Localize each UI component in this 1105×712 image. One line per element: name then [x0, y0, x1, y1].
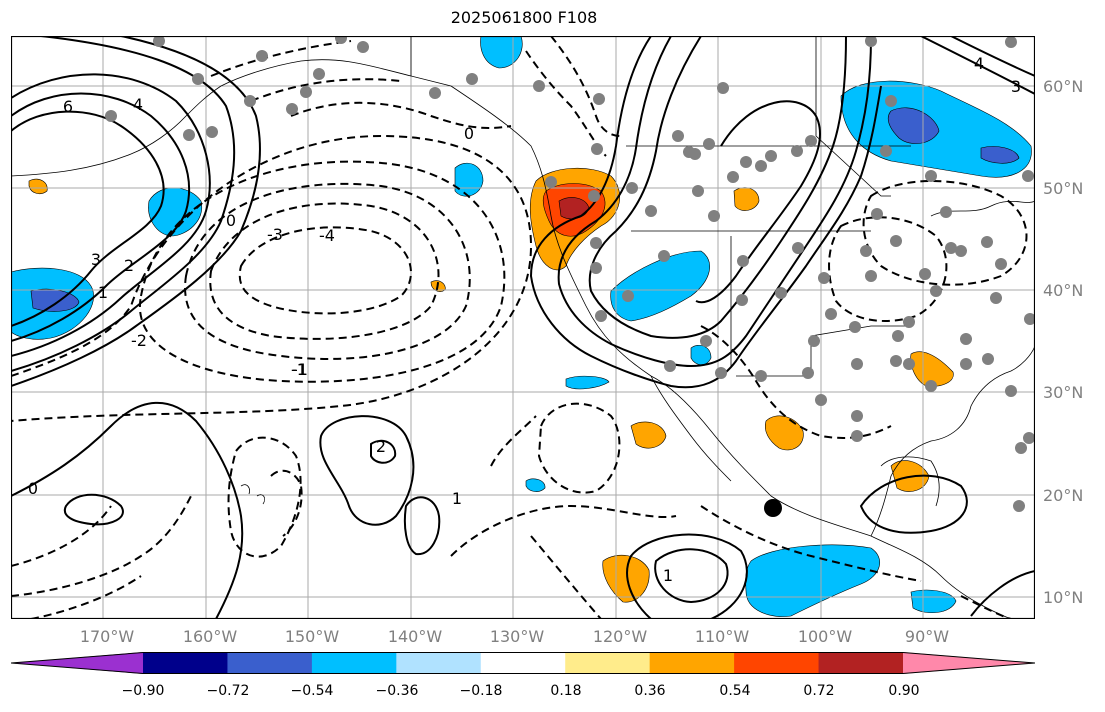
shade-orange-epac [602, 554, 650, 603]
lon-label: 150°W [284, 627, 340, 646]
lon-label: 120°W [592, 627, 648, 646]
contour-label: -1 [292, 360, 308, 379]
contour-label: 0 [226, 211, 236, 230]
colorbar-tick-label: −0.36 [375, 683, 419, 699]
colorbar-tick-label: 0.72 [803, 683, 835, 699]
shade-dark-blue-can1 [887, 107, 940, 144]
lon-label: 90°W [904, 627, 950, 646]
shade-blue-sm2 [690, 345, 712, 366]
lon-label: 140°W [387, 627, 443, 646]
lon-label: 170°W [79, 627, 135, 646]
contour-label: 0 [28, 479, 38, 498]
contour-label: 4 [133, 95, 143, 114]
lat-label: 20°N [1043, 486, 1084, 505]
station-markers [105, 36, 1035, 512]
shade-blue-sm3 [525, 478, 546, 492]
contour-label: 2 [376, 437, 386, 456]
colorbar-segment [311, 652, 397, 674]
shade-blue-epac [745, 544, 880, 617]
shade-orange-w [28, 178, 48, 195]
highlight-marker [764, 499, 782, 517]
lat-label: 60°N [1043, 77, 1084, 96]
colorbar-tick-label: −0.54 [290, 683, 334, 699]
contour-label: 1 [452, 489, 462, 508]
shade-blue-ak [480, 36, 523, 69]
shade-orange-mx1 [630, 421, 667, 449]
shade-blue-us [610, 250, 710, 322]
colorbar-tick-label: −0.90 [121, 683, 165, 699]
colorbar-tick-label: −0.18 [459, 683, 503, 699]
contour-label: 4 [974, 54, 984, 73]
colorbar-segment [565, 652, 651, 674]
contour-label: -2 [131, 331, 147, 350]
colorbar [11, 652, 1035, 674]
colorbar-tick-label: 0.36 [634, 683, 666, 699]
shade-orange-gulf [910, 351, 954, 387]
contours [11, 36, 1035, 619]
colorbar-tick-label: 0.90 [888, 683, 920, 699]
colorbar-segment [734, 652, 820, 674]
shade-blue-sm1 [565, 375, 610, 390]
graticule [11, 36, 1035, 619]
lon-label: 160°W [182, 627, 238, 646]
colorbar-segment [480, 652, 566, 674]
contour-label: 6 [63, 97, 73, 116]
lat-label: 50°N [1043, 179, 1084, 198]
colorbar-outline [11, 652, 1035, 674]
colorbar-extend-low [11, 652, 143, 674]
colorbar-extend-high [903, 652, 1035, 674]
contour-label: 3 [91, 250, 101, 269]
map-panel: 6 4 3 2 1 0 -1 -2 -3 -4 2 1 0 -1 4 3 0 1 [11, 36, 1035, 619]
contour-labels: 6 4 3 2 1 0 -1 -2 -3 -4 2 1 0 -1 4 3 0 1 [28, 54, 1021, 585]
colorbar-tick-label: 0.18 [550, 683, 582, 699]
lon-label: 130°W [489, 627, 545, 646]
contour-label: 1 [98, 283, 108, 302]
contours-dashed [11, 36, 1028, 619]
shade-dark-blue-can2 [980, 146, 1020, 164]
contour-label: 3 [1011, 77, 1021, 96]
contour-label: 2 [124, 256, 134, 275]
lon-label: 110°W [694, 627, 750, 646]
colorbar-tick-label: 0.54 [719, 683, 751, 699]
shade-orange-us1 [733, 187, 760, 211]
colorbar-segment [818, 652, 904, 674]
contour-label: 1 [663, 566, 673, 585]
lat-label: 30°N [1043, 383, 1084, 402]
colorbar-segment [143, 652, 228, 674]
shade-orange-mx2 [764, 415, 804, 451]
lat-label: 10°N [1043, 588, 1084, 607]
shade-blue-np [454, 162, 484, 197]
shaded-regions [11, 36, 1032, 617]
contour-label: 0 [464, 124, 474, 143]
colorbar-segment [396, 652, 482, 674]
lon-label: 100°W [797, 627, 853, 646]
colorbar-segment [649, 652, 735, 674]
contour-label: -3 [267, 225, 283, 244]
lat-label: 40°N [1043, 281, 1084, 300]
colorbar-tick-label: −0.72 [206, 683, 250, 699]
colorbar-segment [227, 652, 313, 674]
chart-title: 2025061800 F108 [450, 8, 598, 27]
contour-label: -4 [319, 226, 335, 245]
contour-label: -1 [291, 360, 307, 379]
shade-blue-carib [910, 589, 957, 614]
